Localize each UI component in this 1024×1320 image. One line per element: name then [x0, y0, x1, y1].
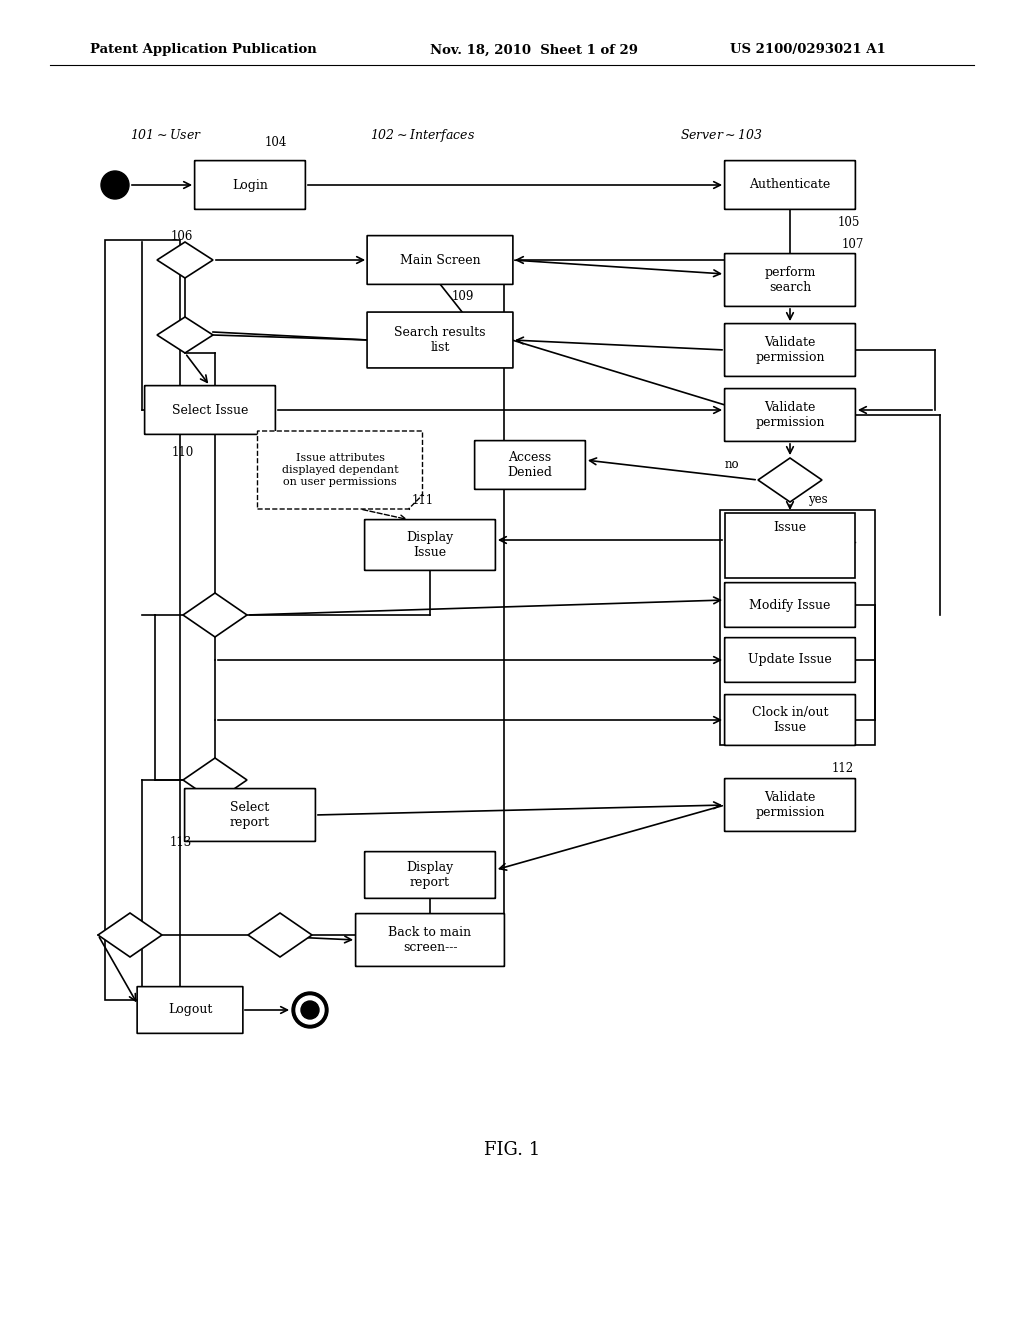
Text: Validate
permission: Validate permission [756, 401, 824, 429]
Text: perform
search: perform search [764, 267, 816, 294]
Circle shape [292, 993, 328, 1028]
Text: Login: Login [232, 178, 268, 191]
Polygon shape [183, 758, 247, 803]
Polygon shape [157, 242, 213, 279]
Text: Issue attributes
displayed dependant
on user permissions: Issue attributes displayed dependant on … [282, 453, 398, 487]
Text: Clock in/out
Issue: Clock in/out Issue [752, 706, 828, 734]
FancyBboxPatch shape [725, 582, 855, 627]
FancyBboxPatch shape [184, 788, 315, 841]
Text: Patent Application Publication: Patent Application Publication [90, 44, 316, 57]
Text: 113: 113 [170, 837, 193, 850]
Text: US 2100/0293021 A1: US 2100/0293021 A1 [730, 44, 886, 57]
FancyBboxPatch shape [137, 986, 243, 1034]
Text: 112: 112 [831, 762, 854, 775]
Text: 101$\sim$User: 101$\sim$User [130, 128, 202, 143]
Text: Issue: Issue [773, 520, 807, 533]
FancyBboxPatch shape [725, 694, 855, 746]
Text: Nov. 18, 2010  Sheet 1 of 29: Nov. 18, 2010 Sheet 1 of 29 [430, 44, 638, 57]
Text: FIG. 1: FIG. 1 [484, 1140, 540, 1159]
Text: 104: 104 [265, 136, 288, 149]
Text: Server$\sim$103: Server$\sim$103 [680, 128, 763, 143]
Bar [725, 512, 855, 578]
Polygon shape [758, 458, 822, 502]
Text: 107: 107 [842, 238, 864, 251]
Text: Update Issue: Update Issue [749, 653, 831, 667]
Polygon shape [98, 913, 162, 957]
Polygon shape [157, 317, 213, 352]
FancyBboxPatch shape [367, 312, 513, 368]
Text: 110: 110 [172, 446, 195, 458]
FancyBboxPatch shape [365, 851, 496, 899]
FancyBboxPatch shape [725, 161, 855, 210]
Text: 105: 105 [838, 216, 860, 230]
Circle shape [296, 997, 324, 1024]
Text: Back to main
screen---: Back to main screen--- [388, 927, 472, 954]
Text: 102$\sim$Interfaces: 102$\sim$Interfaces [370, 127, 475, 144]
Polygon shape [257, 432, 423, 510]
Text: Main Screen: Main Screen [399, 253, 480, 267]
FancyBboxPatch shape [725, 638, 855, 682]
Circle shape [301, 1001, 319, 1019]
Text: Search results
list: Search results list [394, 326, 485, 354]
Polygon shape [183, 593, 247, 638]
Bar [720, 510, 874, 744]
Bar [105, 240, 180, 1001]
Text: yes: yes [808, 494, 827, 507]
FancyBboxPatch shape [725, 779, 855, 832]
FancyBboxPatch shape [355, 913, 505, 966]
FancyBboxPatch shape [368, 235, 513, 284]
Text: Logout: Logout [168, 1003, 212, 1016]
Text: no: no [725, 458, 739, 470]
Text: 106: 106 [171, 230, 194, 243]
Text: Display
Issue: Display Issue [407, 531, 454, 558]
Circle shape [101, 172, 129, 199]
FancyBboxPatch shape [725, 323, 855, 376]
Text: Select Issue: Select Issue [172, 404, 248, 417]
Text: Display
report: Display report [407, 861, 454, 888]
FancyBboxPatch shape [144, 385, 275, 434]
FancyBboxPatch shape [365, 520, 496, 570]
Text: Authenticate: Authenticate [750, 178, 830, 191]
Text: Validate
permission: Validate permission [756, 337, 824, 364]
Text: 111: 111 [412, 495, 434, 507]
Text: Select
report: Select report [230, 801, 270, 829]
FancyBboxPatch shape [725, 388, 855, 441]
Text: Modify Issue: Modify Issue [750, 598, 830, 611]
FancyBboxPatch shape [195, 161, 305, 210]
Text: Access
Denied: Access Denied [508, 451, 553, 479]
Text: 109: 109 [452, 289, 474, 302]
Text: Validate
permission: Validate permission [756, 791, 824, 818]
Polygon shape [248, 913, 312, 957]
FancyBboxPatch shape [725, 253, 855, 306]
FancyBboxPatch shape [474, 441, 586, 490]
